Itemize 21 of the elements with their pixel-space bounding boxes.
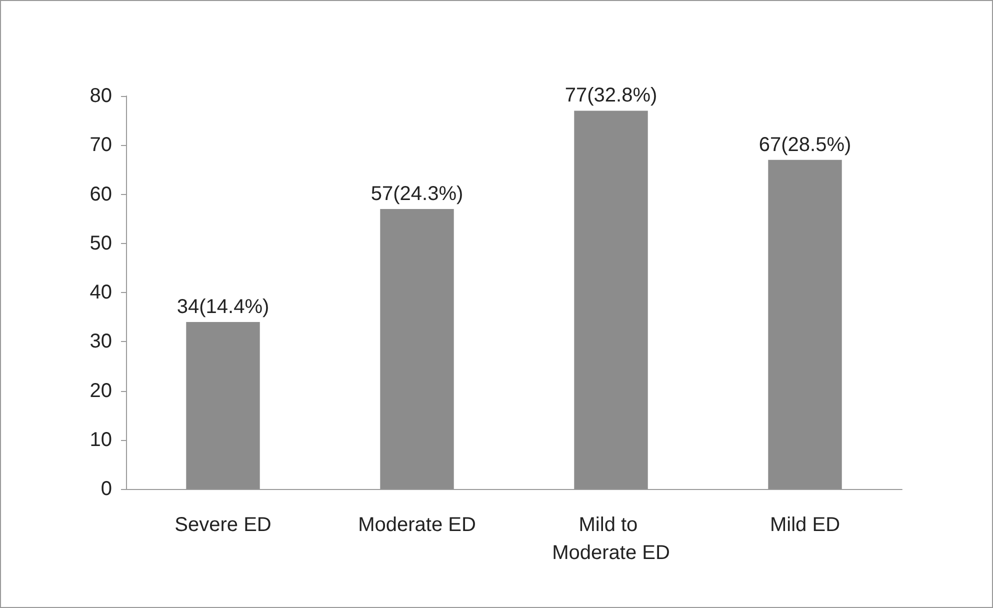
y-tick-label: 10 bbox=[90, 428, 112, 451]
data-label: 67(28.5%) bbox=[758, 134, 852, 156]
x-tick-label: Moderate ED bbox=[358, 514, 476, 536]
y-tick-label: 80 bbox=[90, 85, 112, 107]
y-tick-label: 40 bbox=[90, 282, 112, 304]
y-tick-label: 20 bbox=[90, 380, 112, 402]
y-tick-label: 50 bbox=[90, 232, 112, 254]
bar bbox=[380, 208, 454, 489]
y-tick-label: 70 bbox=[90, 134, 112, 156]
y-tick-label: 60 bbox=[90, 183, 112, 206]
x-tick-label: Severe ED bbox=[174, 514, 272, 536]
data-label: 57(24.3%) bbox=[370, 182, 464, 205]
bar bbox=[574, 110, 648, 489]
x-tick-label: Mild to Moderate ED bbox=[552, 514, 670, 564]
data-label: 34(14.4%) bbox=[176, 296, 270, 318]
data-label: 77(32.8%) bbox=[564, 84, 658, 107]
y-tick-label: 30 bbox=[90, 330, 112, 353]
y-tick-label: 0 bbox=[100, 478, 112, 500]
x-tick-label: Mild ED bbox=[770, 514, 840, 536]
bar bbox=[768, 160, 842, 489]
bar bbox=[186, 322, 260, 489]
